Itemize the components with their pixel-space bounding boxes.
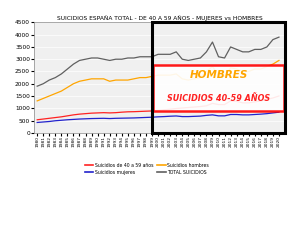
Bar — [153, 65, 284, 111]
Legend: Suicidios de 40 a 59 años, Suicidios mujeres, Suicidios hombres, TOTAL SUICIDIOS: Suicidios de 40 a 59 años, Suicidios muj… — [83, 161, 211, 177]
Text: SUICIDIOS 40-59 AÑOS: SUICIDIOS 40-59 AÑOS — [167, 94, 270, 103]
Text: HOMBRES: HOMBRES — [189, 70, 248, 80]
Title: SUICIDIOS ESPAÑA TOTAL - DE 40 A 59 AÑOS - MUJERES vs HOMBRES: SUICIDIOS ESPAÑA TOTAL - DE 40 A 59 AÑOS… — [57, 15, 262, 21]
Bar — [152, 22, 285, 133]
